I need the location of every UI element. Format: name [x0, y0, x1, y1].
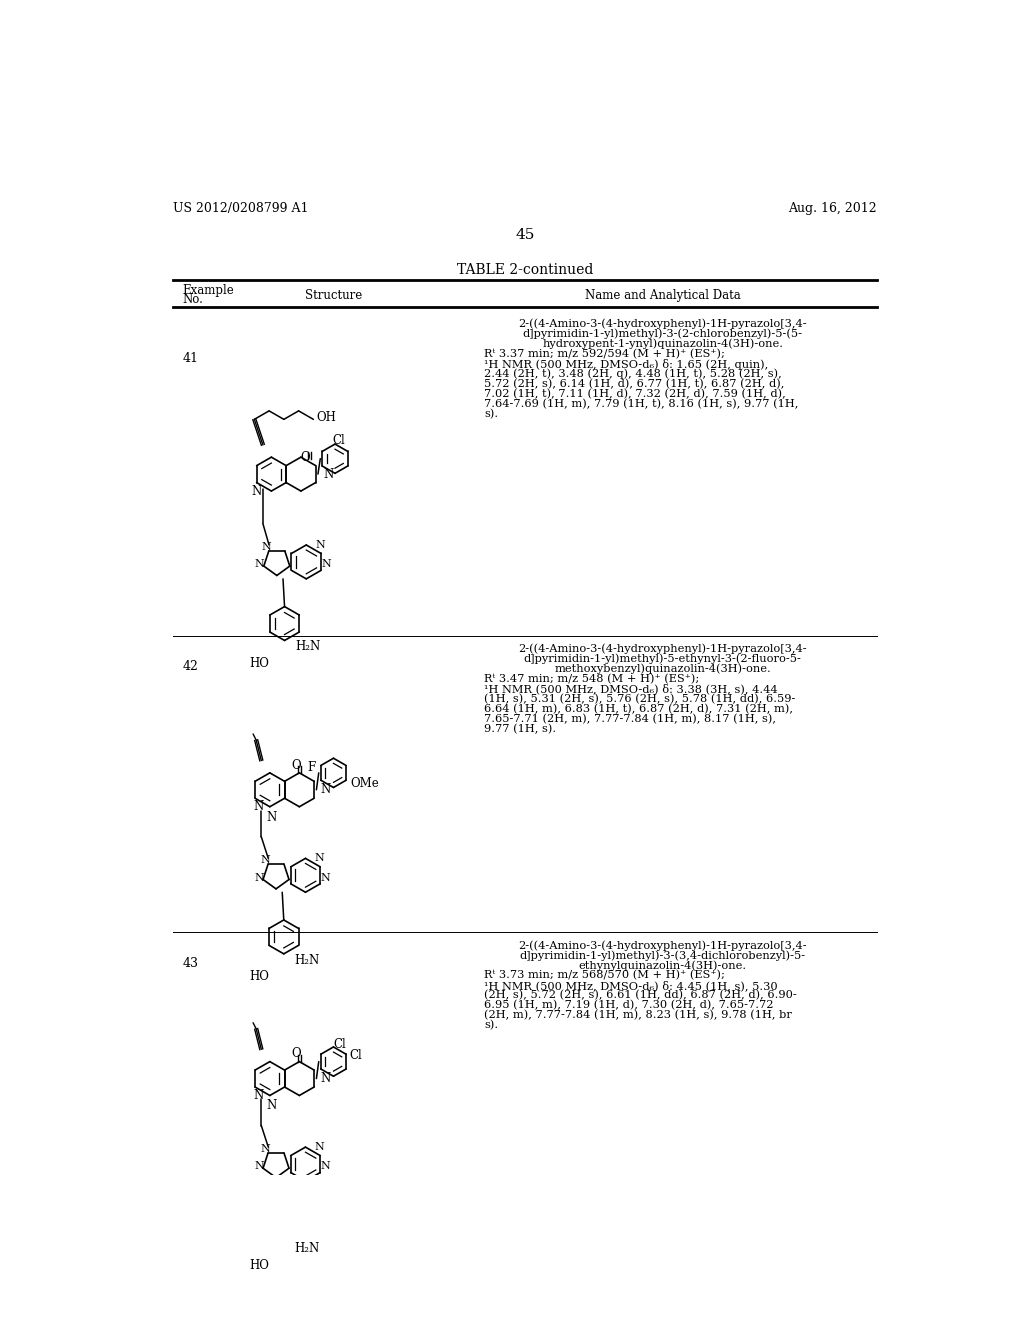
- Text: No.: No.: [182, 293, 203, 306]
- Text: HO: HO: [250, 657, 269, 671]
- Text: ¹H NMR (500 MHz, DMSO-d₆) δ: 4.45 (1H, s), 5.30: ¹H NMR (500 MHz, DMSO-d₆) δ: 4.45 (1H, s…: [484, 979, 778, 991]
- Text: N: N: [254, 873, 264, 883]
- Text: TABLE 2-continued: TABLE 2-continued: [457, 263, 593, 277]
- Text: Aug. 16, 2012: Aug. 16, 2012: [788, 202, 877, 215]
- Text: (1H, s), 5.31 (2H, s), 5.76 (2H, s), 5.78 (1H, dd), 6.59-: (1H, s), 5.31 (2H, s), 5.76 (2H, s), 5.7…: [484, 693, 796, 704]
- Text: 7.02 (1H, t), 7.11 (1H, d), 7.32 (2H, d), 7.59 (1H, d),: 7.02 (1H, t), 7.11 (1H, d), 7.32 (2H, d)…: [484, 388, 786, 399]
- Text: N: N: [321, 1072, 331, 1085]
- Text: ¹H NMR (500 MHz, DMSO-d₆) δ: 1.65 (2H, quin),: ¹H NMR (500 MHz, DMSO-d₆) δ: 1.65 (2H, q…: [484, 359, 769, 370]
- Text: 6.64 (1H, m), 6.83 (1H, t), 6.87 (2H, d), 7.31 (2H, m),: 6.64 (1H, m), 6.83 (1H, t), 6.87 (2H, d)…: [484, 704, 794, 714]
- Text: N: N: [261, 541, 270, 552]
- Text: N: N: [315, 540, 325, 550]
- Text: N: N: [324, 467, 334, 480]
- Text: N: N: [260, 1143, 270, 1154]
- Text: 45: 45: [515, 228, 535, 243]
- Text: O: O: [292, 759, 301, 772]
- Text: 5.72 (2H, s), 6.14 (1H, d), 6.77 (1H, t), 6.87 (2H, d),: 5.72 (2H, s), 6.14 (1H, d), 6.77 (1H, t)…: [484, 379, 784, 389]
- Text: 7.64-7.69 (1H, m), 7.79 (1H, t), 8.16 (1H, s), 9.77 (1H,: 7.64-7.69 (1H, m), 7.79 (1H, t), 8.16 (1…: [484, 399, 799, 409]
- Text: N: N: [266, 1100, 276, 1113]
- Text: Name and Analytical Data: Name and Analytical Data: [585, 289, 740, 302]
- Text: methoxybenzyl)quinazolin-4(3H)-one.: methoxybenzyl)quinazolin-4(3H)-one.: [554, 664, 771, 675]
- Text: N: N: [254, 1162, 264, 1171]
- Text: Rᵗ 3.73 min; m/z 568/570 (M + H)⁺ (ES⁺);: Rᵗ 3.73 min; m/z 568/570 (M + H)⁺ (ES⁺);: [484, 970, 725, 981]
- Text: Structure: Structure: [305, 289, 362, 302]
- Text: N: N: [322, 560, 332, 569]
- Text: 2-((4-Amino-3-(4-hydroxyphenyl)-1H-pyrazolo[3,4-: 2-((4-Amino-3-(4-hydroxyphenyl)-1H-pyraz…: [518, 940, 807, 950]
- Text: H₂N: H₂N: [295, 640, 321, 653]
- Text: Cl: Cl: [333, 434, 345, 446]
- Text: OH: OH: [316, 412, 336, 424]
- Text: O: O: [301, 450, 310, 463]
- Text: N: N: [254, 800, 264, 813]
- Text: d]pyrimidin-1-yl)methyl)-3-(2-chlorobenzyl)-5-(5-: d]pyrimidin-1-yl)methyl)-3-(2-chlorobenz…: [522, 329, 803, 339]
- Text: Cl: Cl: [350, 1049, 362, 1063]
- Text: Rᵗ 3.47 min; m/z 548 (M + H)⁺ (ES⁺);: Rᵗ 3.47 min; m/z 548 (M + H)⁺ (ES⁺);: [484, 673, 699, 684]
- Text: F: F: [307, 762, 315, 775]
- Text: O: O: [292, 1047, 301, 1060]
- Text: 43: 43: [182, 957, 199, 970]
- Text: N: N: [252, 484, 262, 498]
- Text: HO: HO: [249, 970, 269, 983]
- Text: Rᵗ 3.37 min; m/z 592/594 (M + H)⁺ (ES⁺);: Rᵗ 3.37 min; m/z 592/594 (M + H)⁺ (ES⁺);: [484, 348, 725, 359]
- Text: Cl: Cl: [333, 1038, 346, 1051]
- Text: N: N: [255, 560, 264, 569]
- Text: N: N: [254, 1089, 264, 1102]
- Text: s).: s).: [484, 409, 499, 418]
- Text: N: N: [260, 855, 270, 865]
- Text: ethynylquinazolin-4(3H)-one.: ethynylquinazolin-4(3H)-one.: [579, 960, 746, 970]
- Text: d]pyrimidin-1-yl)methyl)-3-(3,4-dichlorobenzyl)-5-: d]pyrimidin-1-yl)methyl)-3-(3,4-dichloro…: [520, 950, 806, 961]
- Text: 42: 42: [182, 660, 198, 673]
- Text: 7.65-7.71 (2H, m), 7.77-7.84 (1H, m), 8.17 (1H, s),: 7.65-7.71 (2H, m), 7.77-7.84 (1H, m), 8.…: [484, 714, 776, 723]
- Text: N: N: [321, 1162, 331, 1171]
- Text: 2-((4-Amino-3-(4-hydroxyphenyl)-1H-pyrazolo[3,4-: 2-((4-Amino-3-(4-hydroxyphenyl)-1H-pyraz…: [518, 644, 807, 655]
- Text: 2-((4-Amino-3-(4-hydroxyphenyl)-1H-pyrazolo[3,4-: 2-((4-Amino-3-(4-hydroxyphenyl)-1H-pyraz…: [518, 318, 807, 329]
- Text: OMe: OMe: [350, 777, 379, 791]
- Text: N: N: [321, 873, 331, 883]
- Text: hydroxypent-1-ynyl)quinazolin-4(3H)-one.: hydroxypent-1-ynyl)quinazolin-4(3H)-one.: [543, 339, 783, 350]
- Text: 41: 41: [182, 352, 199, 366]
- Text: d]pyrimidin-1-yl)methyl)-5-ethynyl-3-(2-fluoro-5-: d]pyrimidin-1-yl)methyl)-5-ethynyl-3-(2-…: [524, 653, 802, 664]
- Text: H₂N: H₂N: [295, 1242, 319, 1255]
- Text: US 2012/0208799 A1: US 2012/0208799 A1: [173, 202, 308, 215]
- Text: HO: HO: [249, 1259, 269, 1272]
- Text: (2H, s), 5.72 (2H, s), 6.61 (1H, dd), 6.87 (2H, d), 6.90-: (2H, s), 5.72 (2H, s), 6.61 (1H, dd), 6.…: [484, 990, 798, 1001]
- Text: 6.95 (1H, m), 7.19 (1H, d), 7.30 (2H, d), 7.65-7.72: 6.95 (1H, m), 7.19 (1H, d), 7.30 (2H, d)…: [484, 1001, 774, 1010]
- Text: N: N: [314, 1142, 325, 1152]
- Text: s).: s).: [484, 1020, 499, 1031]
- Text: Example: Example: [182, 284, 234, 297]
- Text: H₂N: H₂N: [295, 953, 319, 966]
- Text: N: N: [266, 810, 276, 824]
- Text: N: N: [321, 783, 331, 796]
- Text: (2H, m), 7.77-7.84 (1H, m), 8.23 (1H, s), 9.78 (1H, br: (2H, m), 7.77-7.84 (1H, m), 8.23 (1H, s)…: [484, 1010, 793, 1020]
- Text: 9.77 (1H, s).: 9.77 (1H, s).: [484, 723, 557, 734]
- Text: 2.44 (2H, t), 3.48 (2H, q), 4.48 (1H, t), 5.28 (2H, s),: 2.44 (2H, t), 3.48 (2H, q), 4.48 (1H, t)…: [484, 368, 782, 379]
- Text: ¹H NMR (500 MHz, DMSO-d₆) δ: 3.38 (3H, s), 4.44: ¹H NMR (500 MHz, DMSO-d₆) δ: 3.38 (3H, s…: [484, 684, 778, 694]
- Text: N: N: [314, 853, 325, 863]
